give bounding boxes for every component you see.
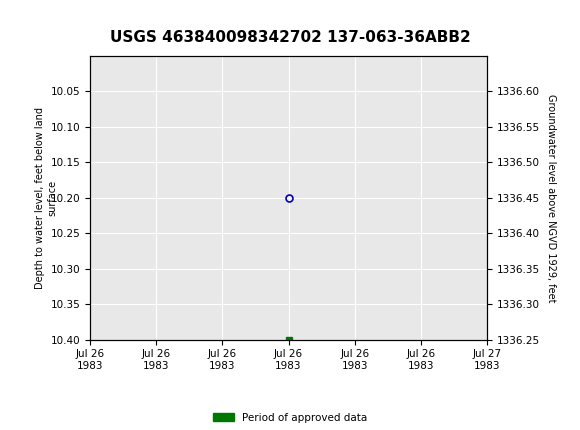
- Text: ≋ USGS: ≋ USGS: [3, 9, 79, 27]
- Y-axis label: Depth to water level, feet below land
surface: Depth to water level, feet below land su…: [35, 107, 57, 289]
- Legend: Period of approved data: Period of approved data: [213, 413, 367, 423]
- Text: USGS 463840098342702 137-063-36ABB2: USGS 463840098342702 137-063-36ABB2: [110, 30, 470, 45]
- Y-axis label: Groundwater level above NGVD 1929, feet: Groundwater level above NGVD 1929, feet: [546, 94, 556, 302]
